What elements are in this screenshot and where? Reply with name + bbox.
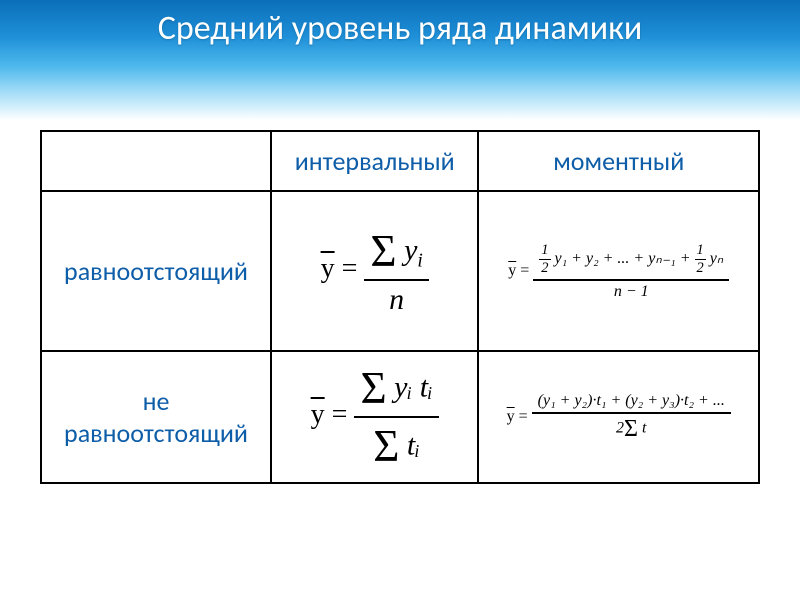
col-header-moment: моментный (478, 131, 759, 191)
row-header-equal: равноотстоящий (41, 191, 271, 351)
formula-interval-equal: y = Σ yi n (271, 191, 478, 351)
col-header-interval: интервальный (271, 131, 478, 191)
slide-content: интервальный моментный равноотстоящий y … (0, 120, 800, 484)
slide-title: Средний уровень ряда динамики (158, 8, 643, 49)
formula-table: интервальный моментный равноотстоящий y … (40, 130, 760, 484)
row-header-unequal: неравноотстоящий (41, 351, 271, 483)
slide-header: Средний уровень ряда динамики (0, 0, 800, 120)
formula-moment-equal: y = 12 y₁ + y₂ + ... + yₙ₋₁ + 12 yₙ n − … (478, 191, 759, 351)
formula-interval-unequal: y = Σ yᵢ tᵢ Σ tᵢ (271, 351, 478, 483)
formula-moment-unequal: y = (y₁ + y₂)·t₁ + (y₂ + y₃)·t₂ + ... 2Σ… (478, 351, 759, 483)
corner-cell (41, 131, 271, 191)
